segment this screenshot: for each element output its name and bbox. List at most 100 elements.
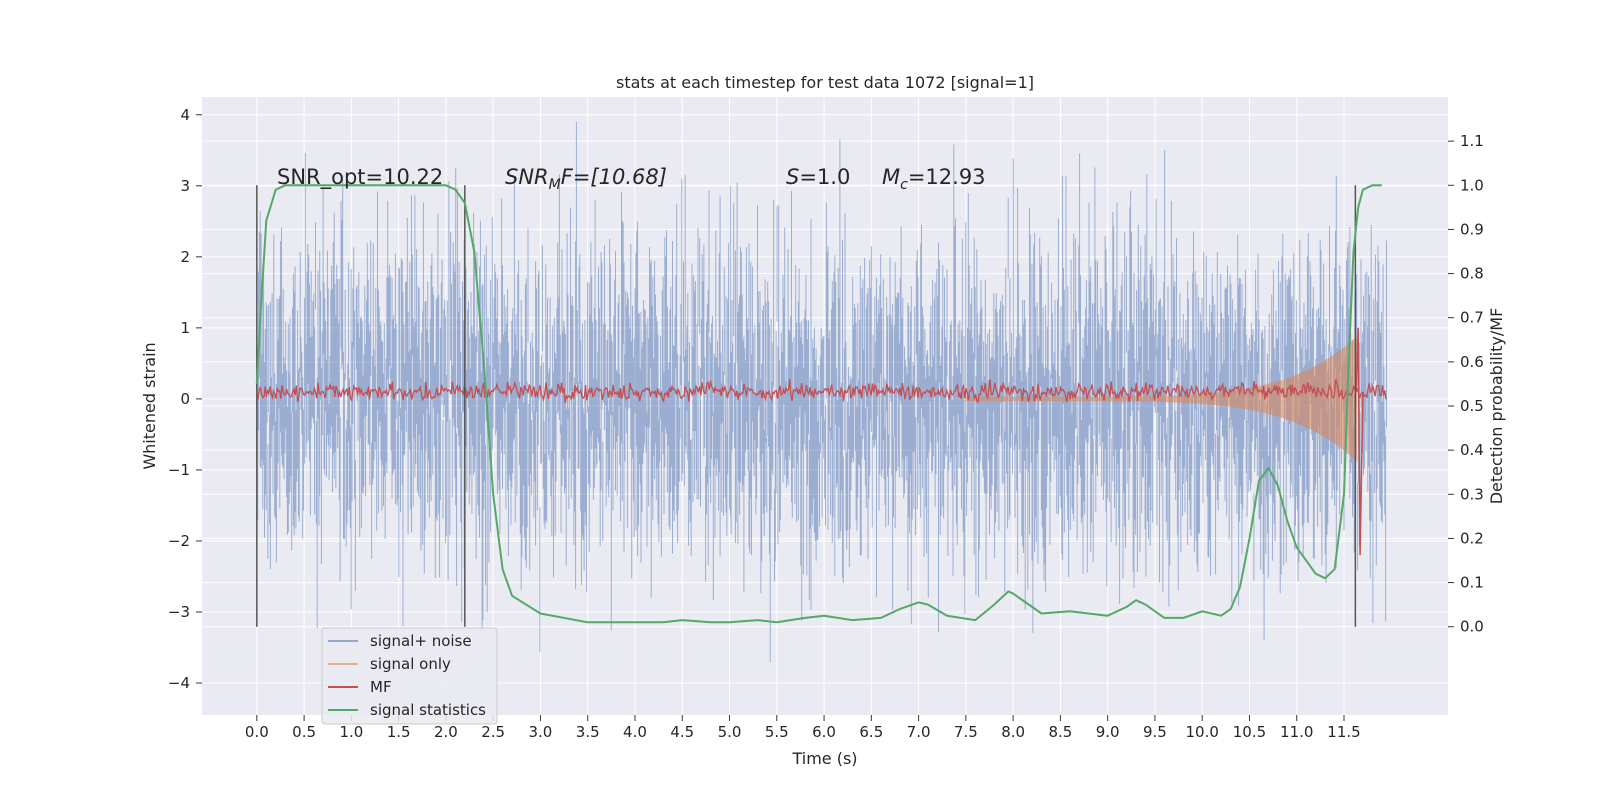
y-right-tick-label: 0.3 — [1460, 485, 1484, 503]
x-tick-label: 4.5 — [670, 723, 694, 741]
y-right-tick: 0.7 — [1448, 309, 1484, 327]
y-right-tick: 0.6 — [1448, 353, 1484, 371]
y-right-tick-label: 0.8 — [1460, 265, 1484, 283]
x-tick-label: 8.0 — [1001, 723, 1025, 741]
y-left-tick: −4 — [168, 674, 202, 692]
x-tick: 0.5 — [292, 715, 316, 741]
y-right-tick-label: 0.5 — [1460, 397, 1484, 415]
x-tick: 10.5 — [1233, 715, 1266, 741]
x-tick-label: 11.0 — [1280, 723, 1313, 741]
x-tick-label: 1.5 — [387, 723, 411, 741]
legend-label-signal-statistics: signal statistics — [370, 701, 486, 719]
x-tick-label: 5.5 — [765, 723, 789, 741]
y-right-tick-label: 0.4 — [1460, 441, 1484, 459]
x-tick-label: 10.5 — [1233, 723, 1266, 741]
legend-box — [321, 627, 498, 725]
y-right-tick-label: 0.6 — [1460, 353, 1484, 371]
y-right-tick-label: 1.0 — [1460, 176, 1484, 194]
signal-only-line — [965, 335, 1358, 462]
y-right-tick: 0.2 — [1448, 529, 1484, 547]
x-tick-label: 7.0 — [907, 723, 931, 741]
y-left-tick: 0 — [180, 390, 202, 408]
x-tick-label: 11.5 — [1327, 723, 1360, 741]
vertical-markers — [256, 185, 1357, 627]
legend-label-mf: MF — [370, 678, 392, 696]
mf-peak — [1355, 327, 1364, 556]
annotation-mc-symbol: M — [882, 165, 900, 189]
mf-series — [256, 327, 1387, 556]
x-tick: 9.0 — [1096, 715, 1120, 741]
x-tick: 5.5 — [765, 715, 789, 741]
x-tick-label: 10.0 — [1186, 723, 1219, 741]
y-left-tick-label: −3 — [168, 603, 190, 621]
x-tick: 4.5 — [670, 715, 694, 741]
annotation-mc-sub: c — [900, 177, 908, 193]
x-axis-ticks: 0.0 0.5 1.0 1.5 2.0 2.5 3.0 3.5 4.0 4.5 5.0 5.5 6.0 6… — [245, 715, 1361, 741]
annotation-mc-value: =12.93 — [908, 165, 986, 189]
y-left-tick-label: 3 — [180, 177, 190, 195]
y-left-tick: −1 — [168, 461, 202, 479]
y-right-tick-label: 0.9 — [1460, 220, 1484, 238]
annotation-snr-mf-sub: M — [549, 177, 561, 193]
y-right-axis-label: Detection probability/MF — [1487, 308, 1506, 505]
y-left-axis-label: Whitened strain — [140, 342, 159, 469]
y-left-tick-label: −4 — [168, 674, 190, 692]
y-right-tick: 0.5 — [1448, 397, 1484, 415]
x-tick: 6.5 — [859, 715, 883, 741]
y-left-tick: 2 — [180, 248, 202, 266]
annotation-snr-opt: SNR_opt=10.22 — [277, 165, 443, 190]
y-left-tick-label: 4 — [180, 106, 190, 124]
annotation-s: S=1.0 — [786, 165, 850, 189]
y-left-tick-label: 1 — [180, 319, 190, 337]
signal-statistics-line — [255, 184, 1382, 624]
y-right-tick: 0.3 — [1448, 485, 1484, 503]
y-left-tick-label: 0 — [180, 390, 190, 408]
x-tick: 10.0 — [1186, 715, 1219, 741]
x-tick-label: 7.5 — [954, 723, 978, 741]
y-left-tick: 1 — [180, 319, 202, 337]
x-tick-label: 8.5 — [1048, 723, 1072, 741]
y-right-tick-label: 0.7 — [1460, 309, 1484, 327]
x-tick: 6.0 — [812, 715, 836, 741]
annotation-mc: Mc=12.93 — [882, 165, 986, 193]
x-tick-label: 4.0 — [623, 723, 647, 741]
x-tick: 3.5 — [576, 715, 600, 741]
y-right-tick: 0.9 — [1448, 220, 1484, 238]
x-tick: 5.0 — [718, 715, 742, 741]
x-tick-label: 0.0 — [245, 723, 269, 741]
annotation-snr-mf: SNRMF=[10.68] — [505, 165, 667, 193]
x-tick-label: 0.5 — [292, 723, 316, 741]
y-left-tick: 3 — [180, 177, 202, 195]
legend-label-signal-noise: signal+ noise — [370, 632, 472, 650]
mf-line — [256, 379, 1387, 404]
signal-statistics-series — [255, 184, 1382, 624]
annotation-snr-mf-base: SNR — [505, 165, 549, 189]
annotations: SNR_opt=10.22 SNRMF=[10.68] S=1.0 Mc=12.… — [277, 165, 986, 193]
x-tick-label: 1.0 — [339, 723, 363, 741]
y-left-tick: 4 — [180, 106, 202, 124]
y-left-tick-label: −2 — [168, 532, 190, 550]
y-left-tick: −3 — [168, 603, 202, 621]
x-tick-label: 9.5 — [1143, 723, 1167, 741]
x-tick-label: 5.0 — [718, 723, 742, 741]
y-right-tick: 1.1 — [1448, 132, 1484, 150]
chart-title: stats at each timestep for test data 107… — [616, 73, 1034, 92]
y-right-tick: 1.0 — [1448, 176, 1484, 194]
x-tick-label: 3.0 — [529, 723, 553, 741]
legend: signal+ noise signal only MF signal stat… — [321, 627, 498, 725]
y-right-tick: 0.4 — [1448, 441, 1484, 459]
y-right-tick: 0.8 — [1448, 265, 1484, 283]
x-tick-label: 3.5 — [576, 723, 600, 741]
annotation-s-symbol: S — [786, 165, 799, 189]
y-right-tick: 0.0 — [1448, 618, 1484, 636]
annotation-s-value: =1.0 — [799, 165, 850, 189]
x-tick-label: 6.0 — [812, 723, 836, 741]
y-right-tick-label: 0.2 — [1460, 529, 1484, 547]
signal-only-series — [965, 335, 1358, 462]
y-right-tick-label: 0.0 — [1460, 618, 1484, 636]
y-left-tick-label: −1 — [168, 461, 190, 479]
x-tick-label: 2.5 — [481, 723, 505, 741]
x-tick: 11.0 — [1280, 715, 1313, 741]
y-right-tick-label: 1.1 — [1460, 132, 1484, 150]
